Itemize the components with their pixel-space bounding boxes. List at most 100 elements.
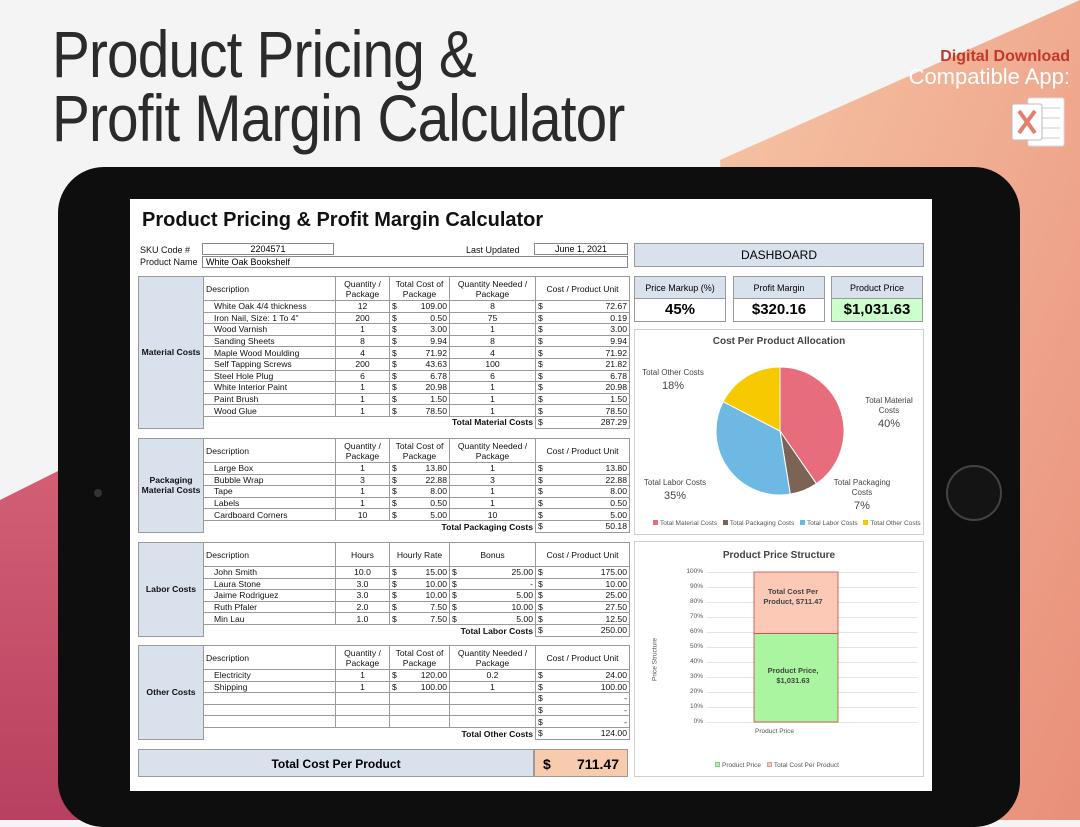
quantity-needed-cell[interactable]: 1 [449, 323, 536, 336]
quantity-cell[interactable] [335, 692, 390, 705]
quantity-cell[interactable] [335, 715, 390, 728]
description-cell[interactable] [203, 715, 336, 728]
description-cell[interactable]: Min Lau [203, 612, 336, 625]
description-cell[interactable]: White Interior Paint [203, 381, 336, 394]
quantity-needed-cell[interactable]: 10 [449, 508, 536, 521]
package-cost-cell[interactable]: $43.63 [389, 357, 450, 371]
package-cost-cell[interactable]: $3.00 [389, 323, 450, 336]
quantity-cell[interactable]: 12 [335, 300, 390, 313]
quantity-cell[interactable]: 3.0 [335, 577, 390, 591]
bonus-cell[interactable]: $10.00 [449, 600, 536, 614]
package-cost-cell[interactable]: $100.00 [389, 680, 450, 694]
quantity-cell[interactable]: 4 [335, 346, 390, 359]
quantity-cell[interactable]: 2.0 [335, 600, 390, 614]
quantity-needed-cell[interactable] [449, 692, 536, 705]
package-cost-cell[interactable]: $13.80 [389, 462, 450, 475]
package-cost-cell[interactable]: $7.50 [389, 600, 450, 614]
quantity-cell[interactable]: 1 [335, 392, 390, 406]
package-cost-cell[interactable]: $78.50 [389, 404, 450, 417]
package-cost-cell[interactable]: $71.92 [389, 346, 450, 359]
description-cell[interactable]: Paint Brush [203, 392, 336, 406]
bonus-cell[interactable]: $ - [449, 577, 536, 591]
description-cell[interactable]: John Smith [203, 566, 336, 579]
last-updated-field[interactable]: June 1, 2021 [534, 243, 628, 255]
quantity-cell[interactable]: 10 [335, 508, 390, 521]
quantity-cell[interactable]: 1 [335, 669, 390, 682]
quantity-cell[interactable]: 1 [335, 680, 390, 694]
quantity-cell[interactable]: 3.0 [335, 589, 390, 602]
quantity-needed-cell[interactable]: 6 [449, 369, 536, 383]
description-cell[interactable]: Maple Wood Moulding [203, 346, 336, 359]
package-cost-cell[interactable] [389, 692, 450, 705]
package-cost-cell[interactable]: $9.94 [389, 334, 450, 348]
quantity-needed-cell[interactable]: 8 [449, 300, 536, 313]
package-cost-cell[interactable]: $120.00 [389, 669, 450, 682]
quantity-needed-cell[interactable]: 1 [449, 381, 536, 394]
description-cell[interactable]: Iron Nail, Size: 1 To 4" [203, 311, 336, 325]
package-cost-cell[interactable] [389, 703, 450, 717]
quantity-needed-cell[interactable]: 1 [449, 680, 536, 694]
quantity-cell[interactable]: 3 [335, 473, 390, 487]
description-cell[interactable]: Electricity [203, 669, 336, 682]
description-cell[interactable] [203, 692, 336, 705]
quantity-needed-cell[interactable]: 8 [449, 334, 536, 348]
package-cost-cell[interactable]: $22.88 [389, 473, 450, 487]
quantity-needed-cell[interactable]: 75 [449, 311, 536, 325]
quantity-needed-cell[interactable]: 3 [449, 473, 536, 487]
package-cost-cell[interactable]: $0.50 [389, 311, 450, 325]
package-cost-cell[interactable]: $0.50 [389, 496, 450, 510]
package-cost-cell[interactable]: $20.98 [389, 381, 450, 394]
description-cell[interactable]: Bubble Wrap [203, 473, 336, 487]
quantity-cell[interactable] [335, 703, 390, 717]
quantity-cell[interactable]: 200 [335, 357, 390, 371]
package-cost-cell[interactable]: $10.00 [389, 589, 450, 602]
description-cell[interactable]: Steel Hole Plug [203, 369, 336, 383]
description-cell[interactable]: Wood Varnish [203, 323, 336, 336]
quantity-needed-cell[interactable]: 0.2 [449, 669, 536, 682]
description-cell[interactable]: Laura Stone [203, 577, 336, 591]
description-cell[interactable]: Jaime Rodriguez [203, 589, 336, 602]
quantity-cell[interactable]: 1 [335, 485, 390, 498]
quantity-needed-cell[interactable] [449, 715, 536, 728]
package-cost-cell[interactable]: $1.50 [389, 392, 450, 406]
description-cell[interactable]: Tape [203, 485, 336, 498]
quantity-needed-cell[interactable]: 4 [449, 346, 536, 359]
bonus-cell[interactable]: $25.00 [449, 566, 536, 579]
package-cost-cell[interactable]: $10.00 [389, 577, 450, 591]
sku-field[interactable]: 2204571 [202, 243, 334, 255]
quantity-cell[interactable]: 10.0 [335, 566, 390, 579]
package-cost-cell[interactable]: $5.00 [389, 508, 450, 521]
quantity-needed-cell[interactable] [449, 703, 536, 717]
quantity-cell[interactable]: 1 [335, 496, 390, 510]
description-cell[interactable]: Wood Glue [203, 404, 336, 417]
description-cell[interactable]: Self Tapping Screws [203, 357, 336, 371]
bonus-cell[interactable]: $5.00 [449, 589, 536, 602]
home-button[interactable] [946, 465, 1002, 521]
description-cell[interactable]: Sanding Sheets [203, 334, 336, 348]
quantity-needed-cell[interactable]: 1 [449, 485, 536, 498]
description-cell[interactable]: Cardboard Corners [203, 508, 336, 521]
description-cell[interactable]: Labels [203, 496, 336, 510]
quantity-cell[interactable]: 1 [335, 381, 390, 394]
quantity-cell[interactable]: 1.0 [335, 612, 390, 625]
description-cell[interactable] [203, 703, 336, 717]
quantity-needed-cell[interactable]: 1 [449, 462, 536, 475]
description-cell[interactable]: Large Box [203, 462, 336, 475]
quantity-cell[interactable]: 1 [335, 462, 390, 475]
quantity-cell[interactable]: 8 [335, 334, 390, 348]
package-cost-cell[interactable] [389, 715, 450, 728]
bonus-cell[interactable]: $5.00 [449, 612, 536, 625]
package-cost-cell[interactable]: $6.78 [389, 369, 450, 383]
description-cell[interactable]: Ruth Pfaler [203, 600, 336, 614]
quantity-needed-cell[interactable]: 1 [449, 496, 536, 510]
description-cell[interactable]: Shipping [203, 680, 336, 694]
markup-value[interactable]: 45% [664, 301, 696, 318]
quantity-needed-cell[interactable]: 100 [449, 357, 536, 371]
package-cost-cell[interactable]: $109.00 [389, 300, 450, 313]
package-cost-cell[interactable]: $7.50 [389, 612, 450, 625]
product-name-field[interactable]: White Oak Bookshelf [202, 256, 628, 268]
quantity-cell[interactable]: 200 [335, 311, 390, 325]
quantity-needed-cell[interactable]: 1 [449, 392, 536, 406]
quantity-needed-cell[interactable]: 1 [449, 404, 536, 417]
package-cost-cell[interactable]: $15.00 [389, 566, 450, 579]
